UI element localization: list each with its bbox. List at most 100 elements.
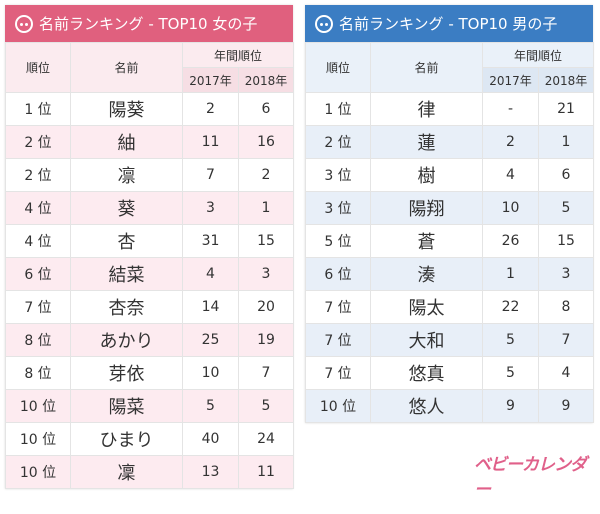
rank-cell: 6 位	[305, 257, 371, 291]
name-cell: あかり	[70, 323, 183, 357]
rank-2018-cell: 7	[537, 323, 595, 357]
rank-2018-cell: 1	[237, 191, 295, 225]
rank-header: 順位	[5, 42, 71, 93]
rank-cell: 10 位	[5, 455, 71, 489]
table-title-bar: 名前ランキング - TOP10 女の子	[5, 5, 293, 42]
boys-ranking-table: 名前ランキング - TOP10 男の子 順位 名前 年間順位 2017年 2018年 1…	[305, 5, 595, 423]
name-cell: 陽菜	[70, 389, 183, 423]
year-2018-header: 2018年	[237, 67, 295, 93]
name-header: 名前	[370, 42, 483, 93]
name-cell: 葵	[70, 191, 183, 225]
baby-calendar-logo: ベビーカレンダー	[474, 455, 587, 500]
rank-2018-cell: 15	[537, 224, 595, 258]
rank-2017-cell: 5	[482, 356, 539, 390]
rank-2017-cell: 4	[482, 158, 539, 192]
name-header: 名前	[70, 42, 183, 93]
rank-cell: 6 位	[5, 257, 71, 291]
table-title-bar: 名前ランキング - TOP10 男の子	[305, 5, 593, 42]
rank-cell: 7 位	[305, 356, 371, 390]
table-row: 3 位陽翔 10 5	[305, 191, 595, 225]
rank-cell: 2 位	[5, 158, 71, 192]
rank-2018-cell: 6	[537, 158, 595, 192]
rank-2017-cell: 2	[482, 125, 539, 159]
rank-2017-cell: 10	[482, 191, 539, 225]
rank-2017-cell: 9	[482, 389, 539, 423]
rank-2018-cell: 24	[237, 422, 295, 456]
rank-2018-cell: 16	[237, 125, 295, 159]
year-2018-header: 2018年	[537, 67, 595, 93]
rank-2018-cell: 3	[537, 257, 595, 291]
table-row: 10 位ひまり 40 24	[5, 422, 295, 456]
girl-face-icon	[15, 14, 33, 33]
name-cell: 凜	[70, 455, 183, 489]
rank-cell: 7 位	[305, 323, 371, 357]
name-cell: 悠真	[370, 356, 483, 390]
rank-cell: 2 位	[305, 125, 371, 159]
rank-2017-cell: 10	[182, 356, 239, 390]
rank-2017-cell: 14	[182, 290, 239, 324]
rank-2017-cell: 26	[482, 224, 539, 258]
rank-2018-cell: 5	[537, 191, 595, 225]
rank-cell: 4 位	[5, 191, 71, 225]
rank-2018-cell: 20	[237, 290, 295, 324]
rank-2017-cell: 40	[182, 422, 239, 456]
rank-2018-cell: 4	[537, 356, 595, 390]
name-cell: 杏奈	[70, 290, 183, 324]
rank-2018-cell: 11	[237, 455, 295, 489]
name-cell: 樹	[370, 158, 483, 192]
name-cell: 悠人	[370, 389, 483, 423]
rank-2017-cell: 7	[182, 158, 239, 192]
rank-cell: 1 位	[305, 92, 371, 126]
rank-2017-cell: 22	[482, 290, 539, 324]
rank-2018-cell: 3	[237, 257, 295, 291]
rank-2017-cell: 11	[182, 125, 239, 159]
girls-ranking-table: 名前ランキング - TOP10 女の子 順位 名前 年間順位 2017年 2018年 1…	[5, 5, 295, 489]
name-cell: 紬	[70, 125, 183, 159]
rank-cell: 3 位	[305, 191, 371, 225]
rank-cell: 8 位	[5, 323, 71, 357]
rank-2017-cell: 1	[482, 257, 539, 291]
table-row: 4 位杏 31 15	[5, 224, 295, 258]
name-cell: 芽依	[70, 356, 183, 390]
yearly-rank-header: 年間順位	[481, 42, 595, 68]
rank-2018-cell: 15	[237, 224, 295, 258]
rank-2018-cell: 19	[237, 323, 295, 357]
table-title: 名前ランキング - TOP10 男の子	[339, 15, 558, 33]
rank-cell: 8 位	[5, 356, 71, 390]
year-2017-header: 2017年	[482, 67, 539, 93]
rank-2017-cell: 31	[182, 224, 239, 258]
rank-2017-cell: 13	[182, 455, 239, 489]
name-cell: ひまり	[70, 422, 183, 456]
boy-face-icon	[315, 14, 333, 33]
table-row: 6 位結菜 4 3	[5, 257, 295, 291]
rank-2018-cell: 9	[537, 389, 595, 423]
rank-cell: 5 位	[305, 224, 371, 258]
table-row: 10 位悠人 9 9	[305, 389, 595, 423]
rank-2018-cell: 8	[537, 290, 595, 324]
rank-cell: 4 位	[5, 224, 71, 258]
rank-2018-cell: 1	[537, 125, 595, 159]
table-row: 2 位紬 11 16	[5, 125, 295, 159]
year-2017-header: 2017年	[182, 67, 239, 93]
rank-cell: 1 位	[5, 92, 71, 126]
rank-2017-cell: 25	[182, 323, 239, 357]
table-row: 7 位大和 5 7	[305, 323, 595, 357]
name-cell: 杏	[70, 224, 183, 258]
rank-2017-cell: -	[482, 92, 539, 126]
table-row: 10 位凜 13 11	[5, 455, 295, 489]
rank-2018-cell: 6	[237, 92, 295, 126]
name-cell: 陽葵	[70, 92, 183, 126]
rank-cell: 7 位	[5, 290, 71, 324]
name-cell: 陽翔	[370, 191, 483, 225]
rank-cell: 3 位	[305, 158, 371, 192]
rank-header: 順位	[305, 42, 371, 93]
name-cell: 陽太	[370, 290, 483, 324]
table-row: 8 位芽依 10 7	[5, 356, 295, 390]
rank-2017-cell: 5	[182, 389, 239, 423]
name-cell: 湊	[370, 257, 483, 291]
